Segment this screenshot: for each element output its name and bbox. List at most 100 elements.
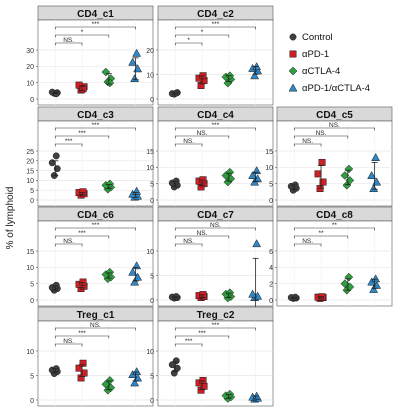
data-point-control xyxy=(172,89,180,97)
error-bar xyxy=(52,368,59,373)
data-point-combo xyxy=(132,48,142,57)
y-tick-label: 5 xyxy=(30,281,34,288)
significance-bracket xyxy=(54,127,136,131)
error-bar xyxy=(105,184,112,189)
significance-label: *** xyxy=(92,21,100,28)
data-point-ctla4 xyxy=(225,288,235,298)
significance-label: NS. xyxy=(183,138,194,145)
y-tick-label: 0 xyxy=(269,198,273,205)
significance-label: NS. xyxy=(316,130,327,137)
panel-title: Treg_c1 xyxy=(77,310,115,321)
error-bar xyxy=(199,75,206,85)
significance-label: ** xyxy=(332,222,338,229)
data-point-pd1 xyxy=(79,85,87,93)
y-tick-label: 5 xyxy=(269,181,273,188)
data-point-combo xyxy=(369,184,379,193)
significance-bracket xyxy=(54,343,83,347)
legend-marker-control xyxy=(289,33,297,41)
legend-label-ctla4: αCTLA-4 xyxy=(302,66,340,77)
y-tick-label: 0 xyxy=(30,398,34,405)
data-point-combo xyxy=(130,277,140,286)
y-tick-label: 5 xyxy=(150,373,154,380)
y-tick-label: 0 xyxy=(30,97,34,104)
significance-label: *** xyxy=(92,222,100,229)
data-point-combo xyxy=(252,239,262,248)
error-bar xyxy=(79,191,86,196)
significance-label: *** xyxy=(78,230,86,237)
error-bar xyxy=(318,164,325,189)
significance-bracket xyxy=(293,143,322,147)
significance-bracket xyxy=(54,227,136,231)
error-bar xyxy=(225,172,232,182)
significance-bracket xyxy=(54,135,110,139)
significance-bracket xyxy=(174,34,230,38)
significance-label: *** xyxy=(212,21,220,28)
data-point-ctla4 xyxy=(105,78,115,88)
data-point-combo xyxy=(371,274,381,283)
data-point-ctla4 xyxy=(344,164,354,174)
error-bar xyxy=(252,171,259,182)
y-tick-label: 5 xyxy=(150,181,154,188)
legend-label-control: Control xyxy=(302,32,333,43)
significance-bracket xyxy=(174,235,230,239)
significance-label: *** xyxy=(212,322,220,329)
panel-title: CD4_c4 xyxy=(197,110,234,121)
error-bar xyxy=(199,380,206,391)
significance-label: NS. xyxy=(197,230,208,237)
error-bar xyxy=(199,179,206,186)
y-tick-label: 5 xyxy=(30,188,34,195)
panel-title: CD4_c2 xyxy=(197,9,234,20)
significance-label: * xyxy=(81,29,84,36)
y-tick-label: 0 xyxy=(150,298,154,305)
significance-bracket xyxy=(54,243,83,247)
significance-label: *** xyxy=(212,122,220,129)
significance-bracket xyxy=(293,127,375,131)
data-point-combo xyxy=(248,289,258,298)
significance-bracket xyxy=(174,127,256,131)
error-bar xyxy=(172,92,179,95)
data-point-combo xyxy=(369,284,379,293)
y-tick-label: 20 xyxy=(26,159,34,166)
significance-bracket xyxy=(54,327,136,331)
panel-title: Treg_c2 xyxy=(197,310,235,321)
error-bar xyxy=(132,57,139,81)
y-tick-label: 30 xyxy=(26,48,34,55)
significance-label: *** xyxy=(78,330,86,337)
legend-marker-combo xyxy=(288,83,298,92)
y-tick-label: 0 xyxy=(150,97,154,104)
panel-plot-area xyxy=(157,120,274,207)
y-tick-label: 4 xyxy=(269,265,273,272)
significance-bracket xyxy=(293,235,349,239)
y-tick-label: 20 xyxy=(26,64,34,71)
significance-label: NS. xyxy=(63,238,74,245)
facet-panel: CD4_c3 0 5 10 15 20 25 *** *** *** xyxy=(26,106,154,207)
significance-bracket xyxy=(293,227,375,231)
error-bar xyxy=(225,292,232,298)
y-tick-label: 0 xyxy=(150,198,154,205)
data-point-combo xyxy=(371,153,381,161)
significance-label: NS. xyxy=(329,122,340,129)
error-bar xyxy=(132,266,139,282)
significance-bracket xyxy=(293,243,322,247)
y-tick-label: 15 xyxy=(146,149,154,156)
data-point-ctla4 xyxy=(225,167,235,177)
error-bar xyxy=(52,160,59,177)
data-point-control xyxy=(172,177,180,185)
error-bar xyxy=(371,278,378,289)
significance-label: NS. xyxy=(63,338,74,345)
y-tick-label: 0 xyxy=(269,298,273,305)
legend-marker-pd1 xyxy=(289,50,297,58)
error-bar xyxy=(344,278,351,291)
y-tick-label: 10 xyxy=(146,72,154,79)
facet-panel: CD4_c4 0 5 10 15 NS.NS. *** xyxy=(146,106,274,207)
data-point-pd1 xyxy=(199,376,207,384)
error-bar xyxy=(105,380,112,391)
data-point-pd1 xyxy=(75,81,83,89)
error-bar xyxy=(225,75,232,83)
error-bar xyxy=(291,296,298,299)
y-tick-label: 10 xyxy=(146,249,154,256)
